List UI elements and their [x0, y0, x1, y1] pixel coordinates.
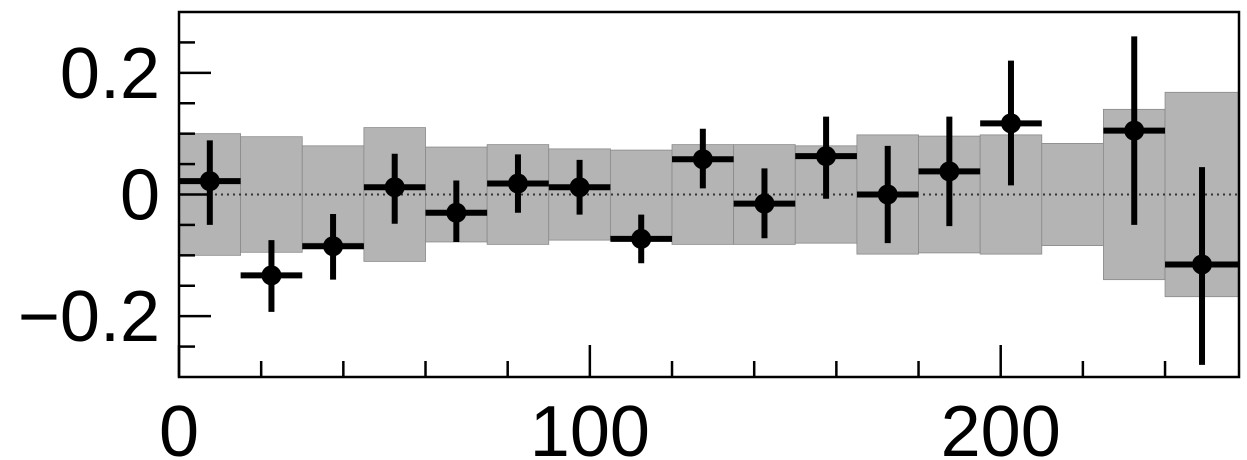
data-point-13 — [980, 60, 1042, 186]
data-point-10 — [795, 116, 857, 199]
data-point-3 — [363, 153, 426, 224]
point-marker — [446, 202, 467, 223]
point-marker — [1000, 113, 1021, 134]
data-point-11 — [856, 145, 919, 244]
axis-tick-labels: 0 100 200 0.2 0 −0.2 — [18, 34, 1061, 460]
data-point-2 — [302, 213, 364, 280]
band-bin-14 — [1041, 142, 1104, 246]
data-point-0 — [179, 140, 241, 225]
band-bin-1 — [240, 136, 303, 253]
point-marker — [507, 173, 528, 194]
point-marker — [569, 177, 590, 198]
point-marker — [323, 236, 344, 257]
point-marker — [939, 161, 960, 182]
point-marker — [631, 228, 652, 249]
data-point-14 — [1103, 36, 1166, 225]
point-marker — [816, 146, 837, 167]
x-tick-label: 0 — [159, 392, 199, 460]
point-marker — [261, 265, 282, 286]
point-marker — [877, 184, 898, 205]
point-marker — [384, 177, 405, 198]
data-point-1 — [240, 240, 303, 312]
x-tick-label: 200 — [941, 392, 1061, 460]
y-tick-label: 0 — [120, 156, 160, 236]
data-points — [179, 36, 1239, 365]
data-point-15 — [1165, 167, 1239, 365]
data-point-5 — [487, 154, 549, 213]
point-marker — [754, 193, 775, 214]
point-marker — [199, 171, 220, 192]
point-marker — [1124, 120, 1145, 141]
y-tick-label: 0.2 — [60, 34, 160, 114]
y-tick-label: −0.2 — [18, 277, 160, 357]
point-marker — [1192, 254, 1213, 275]
data-point-9 — [733, 168, 796, 239]
x-tick-label: 100 — [530, 392, 650, 460]
data-point-4 — [425, 180, 488, 242]
data-point-6 — [548, 159, 611, 215]
axis-ticks — [177, 41, 1167, 377]
point-marker — [692, 149, 713, 170]
data-point-12 — [918, 116, 981, 227]
data-point-8 — [672, 128, 734, 189]
data-point-7 — [610, 214, 673, 264]
